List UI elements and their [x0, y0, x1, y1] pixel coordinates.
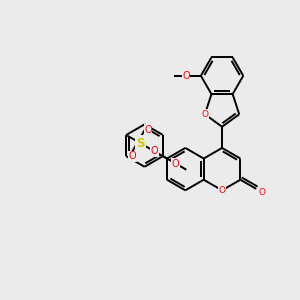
- Text: O: O: [144, 125, 152, 135]
- Text: O: O: [201, 110, 208, 119]
- Text: O: O: [258, 188, 265, 196]
- Text: O: O: [182, 71, 190, 81]
- Text: S: S: [136, 136, 144, 150]
- Text: O: O: [172, 158, 179, 169]
- Text: O: O: [129, 151, 136, 161]
- Text: O: O: [219, 186, 226, 195]
- Text: O: O: [150, 146, 158, 156]
